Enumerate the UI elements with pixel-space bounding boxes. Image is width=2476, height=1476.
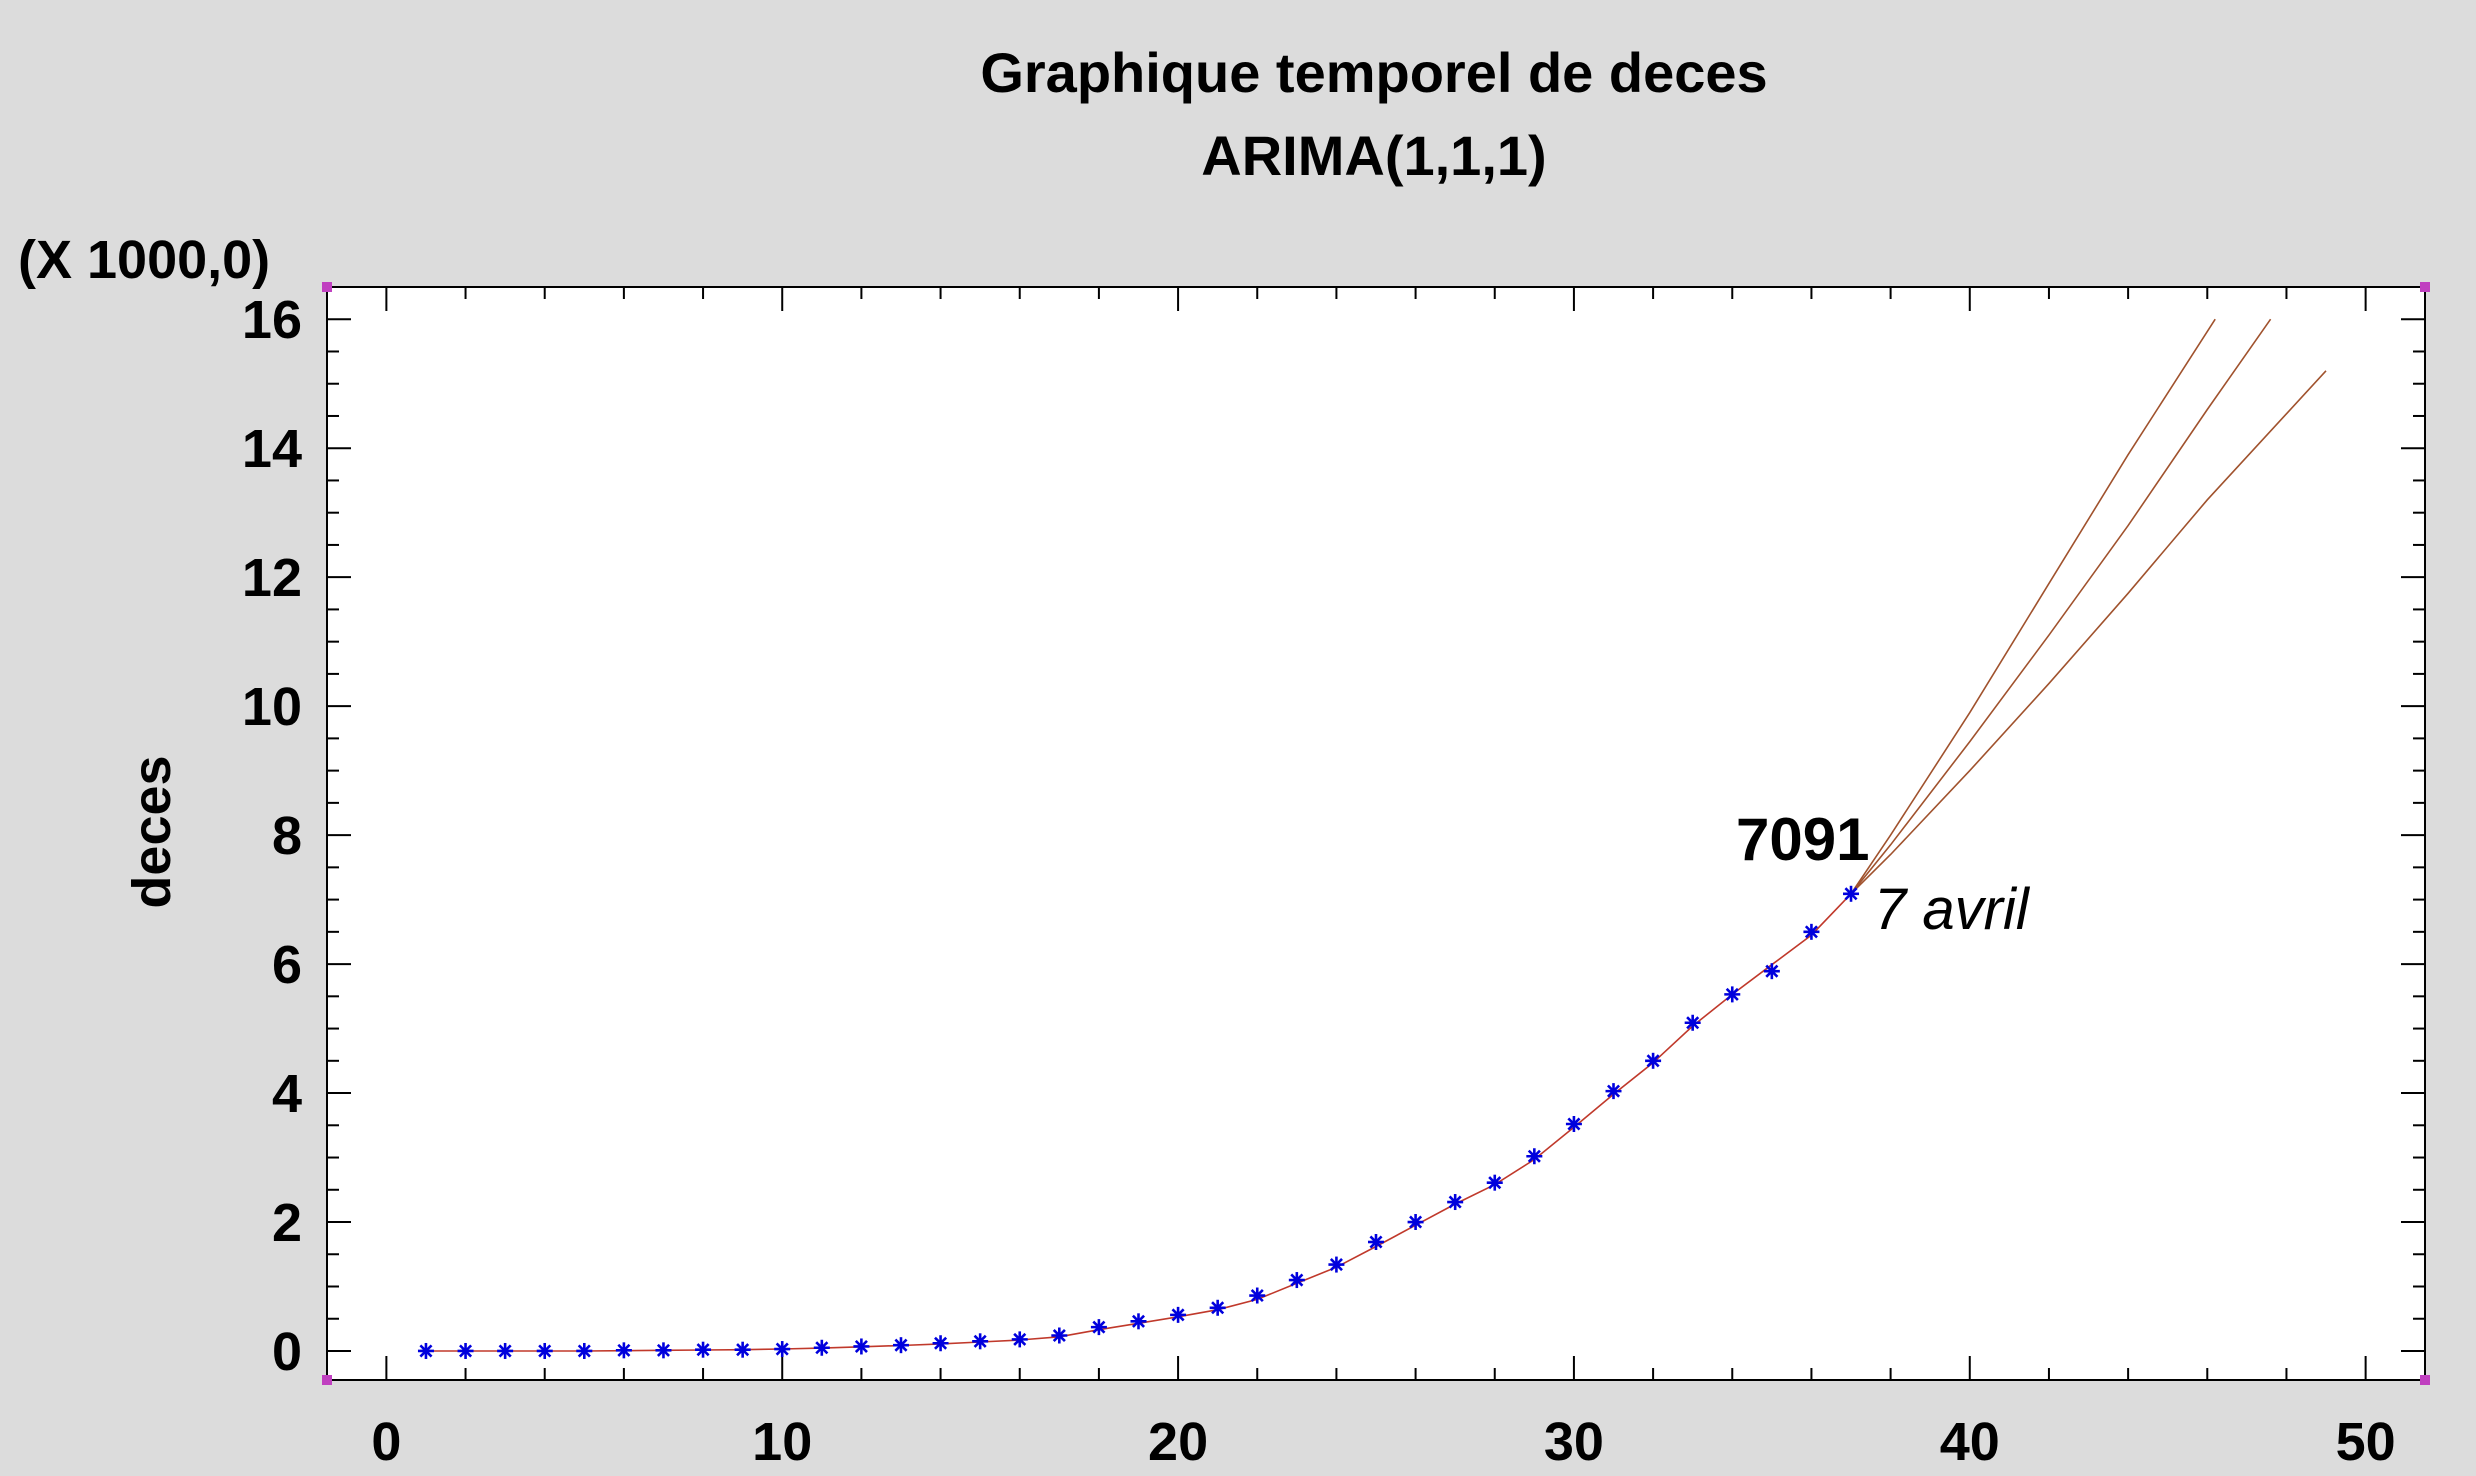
- observed-point: [1328, 1256, 1345, 1273]
- series-layer: [417, 318, 2327, 1359]
- observed-point: [1407, 1214, 1424, 1231]
- x-tick-label: 10: [752, 1412, 812, 1472]
- observed-point: [1170, 1306, 1187, 1323]
- observed-point: [497, 1342, 514, 1359]
- observed-point: [734, 1341, 751, 1358]
- observed-point: [1684, 1014, 1701, 1031]
- observed-point: [1209, 1299, 1226, 1316]
- observed-point: [1645, 1052, 1662, 1069]
- observed-point: [892, 1337, 909, 1354]
- corner-marker-top-right: [2420, 282, 2430, 292]
- observed-point: [1724, 986, 1741, 1003]
- observed-point: [1011, 1331, 1028, 1348]
- corner-marker-top-left: [322, 282, 332, 292]
- plot-area: [326, 286, 2426, 1381]
- x-tick-label: 40: [1940, 1412, 2000, 1472]
- observed-point: [1288, 1272, 1305, 1289]
- observed-point: [417, 1342, 434, 1359]
- forecast-lower-line: [1850, 370, 2327, 895]
- observed-point: [536, 1342, 553, 1359]
- forecast-upper-line: [1850, 318, 2216, 895]
- observed-point: [1803, 923, 1820, 940]
- observed-point: [1249, 1287, 1266, 1304]
- observed-point: [1565, 1115, 1582, 1132]
- axis-ticks: [327, 287, 2425, 1380]
- y-tick-label: 2: [272, 1193, 302, 1253]
- observed-point: [813, 1339, 830, 1356]
- y-axis-label: deces: [122, 755, 182, 908]
- chart-subtitle: ARIMA(1,1,1): [1201, 124, 1546, 187]
- y-scale-note: (X 1000,0): [18, 230, 270, 290]
- observed-point: [1526, 1148, 1543, 1165]
- y-tick-label: 4: [272, 1064, 302, 1124]
- observed-point: [932, 1335, 949, 1352]
- observed-point: [1447, 1194, 1464, 1211]
- y-tick-label: 8: [272, 806, 302, 866]
- y-tick-label: 6: [272, 935, 302, 995]
- x-tick-label: 30: [1544, 1412, 1604, 1472]
- x-tick-label: 50: [2336, 1412, 2396, 1472]
- observed-point: [576, 1342, 593, 1359]
- observed-point: [1051, 1327, 1068, 1344]
- y-tick-label: 14: [242, 419, 302, 479]
- observed-point: [1130, 1313, 1147, 1330]
- observed-point: [695, 1341, 712, 1358]
- tick-labels: 0 10 20 30 40 50 0 2 4 6 8 10 12 14 16: [242, 290, 2396, 1472]
- observed-point: [1605, 1083, 1622, 1100]
- observed-point: [1368, 1234, 1384, 1251]
- observed-point: [655, 1342, 672, 1359]
- annotation-last-value: 7091: [1736, 806, 1869, 873]
- observed-point: [1486, 1174, 1503, 1191]
- observed-point: [615, 1342, 632, 1359]
- observed-point: [1843, 885, 1860, 902]
- y-tick-label: 12: [242, 548, 302, 608]
- annotation-date: 7 avril: [1874, 877, 2031, 942]
- observed-point: [1090, 1319, 1107, 1336]
- observed-point: [972, 1333, 989, 1350]
- y-tick-label: 10: [242, 677, 302, 737]
- x-tick-label: 0: [371, 1412, 401, 1472]
- y-tick-label: 16: [242, 290, 302, 350]
- observed-point: [457, 1342, 474, 1359]
- observed-point: [774, 1341, 791, 1358]
- chart-title: Graphique temporel de deces: [980, 41, 1767, 104]
- forecast-center-line: [1850, 318, 2272, 895]
- corner-marker-bottom-left: [322, 1375, 332, 1385]
- y-tick-label: 0: [272, 1322, 302, 1382]
- observed-point: [853, 1338, 870, 1355]
- observed-point: [1763, 963, 1780, 980]
- x-tick-label: 20: [1148, 1412, 1208, 1472]
- corner-marker-bottom-right: [2420, 1375, 2430, 1385]
